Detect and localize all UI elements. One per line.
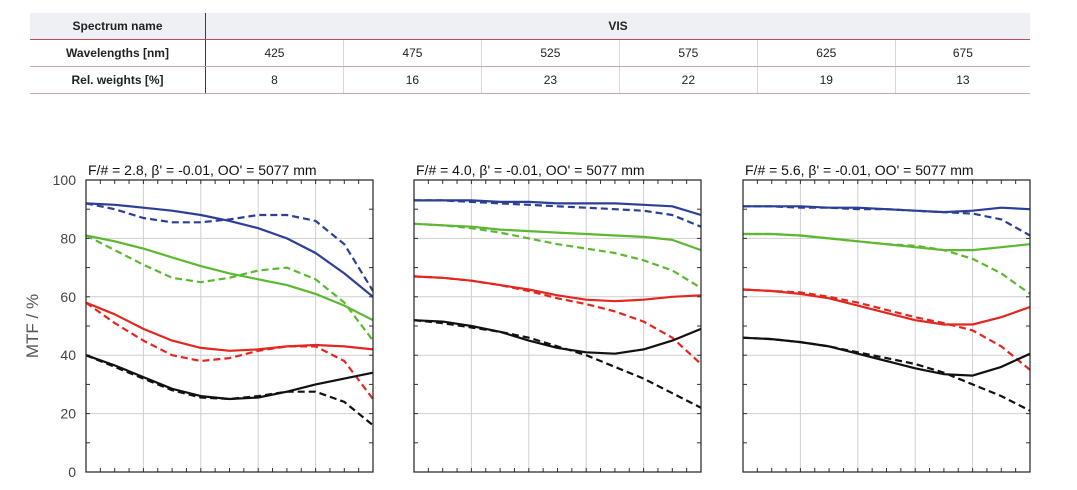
mtf-curve-green-solid bbox=[743, 232, 1031, 252]
mtf-curve-red-solid bbox=[742, 288, 1031, 326]
plot-frame bbox=[85, 179, 374, 473]
mtf-curve-black-solid bbox=[742, 336, 1031, 377]
mtf-curve-green-dashed bbox=[743, 232, 1031, 295]
chart-title: F/# = 4.0, β' = -0.01, OO' = 5077 mm bbox=[416, 162, 645, 178]
chart-title: F/# = 2.8, β' = -0.01, OO' = 5077 mm bbox=[88, 162, 317, 178]
mtf-curve-green-solid bbox=[413, 222, 702, 252]
plot-frame bbox=[413, 179, 702, 473]
weight-cell: 16 bbox=[343, 66, 482, 94]
mtf-curve-red-solid bbox=[85, 301, 374, 352]
wavelengths-label: Wavelengths [nm] bbox=[30, 39, 206, 67]
spectrum-table: Spectrum name VIS Wavelengths [nm] 425 4… bbox=[30, 13, 1030, 94]
weight-cell: 22 bbox=[619, 66, 758, 94]
mtf-curve-black-dashed bbox=[413, 319, 702, 409]
y-axis-label: MTF / % bbox=[23, 294, 42, 358]
y-tick-label: 20 bbox=[60, 406, 76, 422]
wavelength-cell: 675 bbox=[895, 39, 1030, 67]
wavelength-cell: 425 bbox=[205, 39, 344, 67]
y-tick-label: 40 bbox=[60, 347, 76, 363]
mtf-curve-blue-dashed bbox=[743, 205, 1031, 237]
mtf-curve-green-solid bbox=[85, 234, 374, 322]
mtf-curve-red-dashed bbox=[413, 275, 702, 365]
mtf-curve-black-solid bbox=[413, 319, 702, 355]
weight-cell: 23 bbox=[481, 66, 620, 94]
weight-cell: 13 bbox=[895, 66, 1030, 94]
y-tick-label: 60 bbox=[60, 289, 76, 305]
plot-frame bbox=[742, 179, 1031, 473]
wavelength-cell: 575 bbox=[619, 39, 758, 67]
wavelength-cell: 625 bbox=[757, 39, 896, 67]
wavelength-cell: 475 bbox=[343, 39, 482, 67]
spectrum-name-label: Spectrum name bbox=[30, 13, 206, 40]
mtf-curve-black-dashed bbox=[742, 336, 1031, 412]
wavelength-cell: 525 bbox=[481, 39, 620, 67]
mtf-curve-black-dashed bbox=[85, 354, 374, 427]
spectrum-header-row: Spectrum name VIS bbox=[30, 13, 1030, 40]
wavelengths-row: Wavelengths [nm] 425 475 525 575 625 675 bbox=[30, 39, 1030, 67]
weights-row: Rel. weights [%] 8 16 23 22 19 13 bbox=[30, 66, 1030, 94]
mtf-curve-blue-dashed bbox=[85, 202, 374, 292]
y-tick-label: 100 bbox=[53, 172, 77, 188]
mtf-curve-red-dashed bbox=[85, 301, 374, 400]
mtf-curve-blue-dashed bbox=[414, 199, 702, 228]
chart-title: F/# = 5.6, β' = -0.01, OO' = 5077 mm bbox=[745, 162, 974, 178]
weights-label: Rel. weights [%] bbox=[30, 66, 206, 94]
mtf-curve-green-dashed bbox=[85, 234, 374, 342]
y-tick-label: 0 bbox=[68, 464, 76, 480]
y-tick-label: 80 bbox=[60, 230, 76, 246]
mtf-curve-blue-solid bbox=[85, 202, 374, 298]
weight-cell: 19 bbox=[757, 66, 896, 94]
spectrum-name-value: VIS bbox=[205, 13, 1030, 40]
mtf-curve-black-solid bbox=[85, 354, 374, 401]
mtf-curve-red-dashed bbox=[742, 288, 1031, 371]
mtf-curve-green-dashed bbox=[413, 222, 702, 289]
weight-cell: 8 bbox=[205, 66, 344, 94]
